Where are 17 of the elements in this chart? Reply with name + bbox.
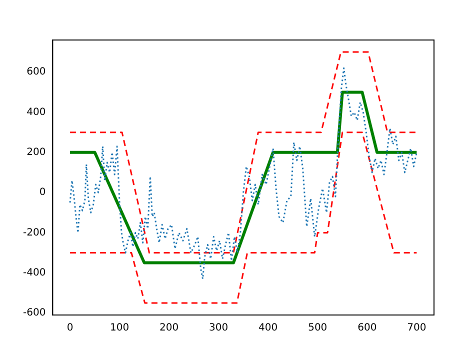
x-tick-label: 400 [258, 322, 278, 334]
y-tick-label: 400 [26, 106, 46, 118]
x-tick-label: 200 [160, 322, 179, 334]
x-tick-label: 100 [110, 322, 130, 334]
x-tick-label: 700 [407, 322, 426, 334]
x-tick-label: 300 [209, 322, 228, 334]
y-tick-label: -400 [22, 267, 46, 278]
line-series [69, 132, 418, 304]
y-tick-label: 600 [26, 66, 46, 78]
x-tick-label: 0 [66, 322, 74, 334]
y-tick-label: -600 [22, 308, 46, 319]
y-tick-label: 0 [39, 187, 46, 198]
x-tick-label: 600 [358, 322, 377, 334]
line-series [69, 67, 418, 280]
x-tick-label: 500 [308, 322, 328, 334]
y-tick-label: 200 [26, 147, 46, 158]
y-tick-label: -200 [22, 227, 46, 238]
